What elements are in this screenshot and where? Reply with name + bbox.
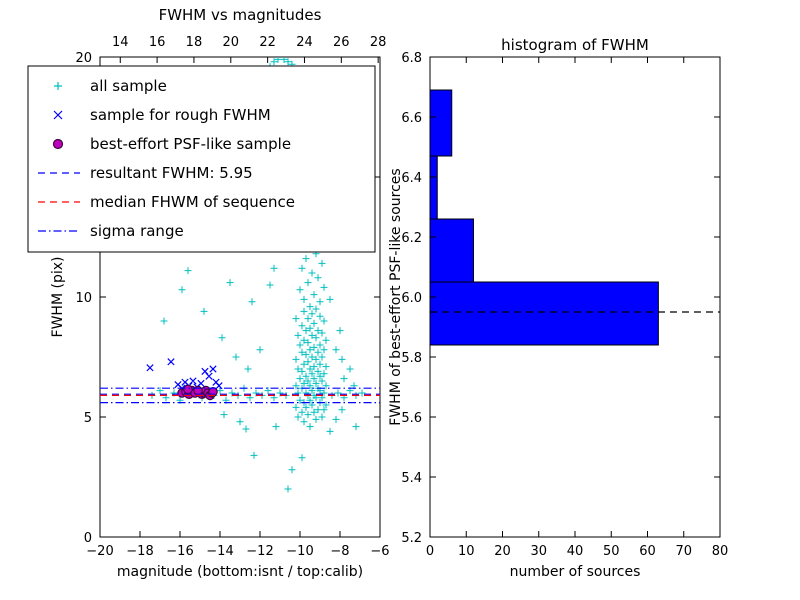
legend-label: best-effort PSF-like sample <box>90 135 291 153</box>
right-ytick-label: 5.8 <box>401 351 422 366</box>
right-xtick-label: 0 <box>426 544 434 559</box>
right-ytick-label: 6.6 <box>401 111 422 126</box>
legend-x-marker-icon <box>53 110 63 120</box>
left-yaxis-label: FWHM (pix) <box>50 257 66 338</box>
series-circle-markers <box>177 384 218 401</box>
right-ytick-label: 6.8 <box>401 51 422 66</box>
histogram-bar <box>430 218 474 283</box>
left-xaxis-label: magnitude (bottom:isnt / top:calib) <box>117 564 363 580</box>
right-xtick-label: 40 <box>567 544 584 559</box>
right-ytick-label: 6.4 <box>401 171 422 186</box>
right-ytick-label: 5.4 <box>401 471 422 486</box>
histogram-bar <box>430 155 438 220</box>
histogram-bar <box>430 281 659 346</box>
left-chart-title: FWHM vs magnitudes <box>159 6 322 24</box>
left-ytick-label: 5 <box>84 411 92 426</box>
right-xtick-label: 10 <box>458 544 475 559</box>
top-xtick-label: 26 <box>333 35 350 50</box>
left-xtick-label: −10 <box>286 544 313 559</box>
circle-marker-icon <box>183 384 193 395</box>
legend-label: all sample <box>90 77 167 95</box>
right-xtick-label: 30 <box>530 544 547 559</box>
top-xtick-label: 28 <box>370 35 387 50</box>
right-xaxis-label: number of sources <box>510 564 641 580</box>
left-ytick-label: 0 <box>84 531 92 546</box>
right-xtick-label: 20 <box>494 544 511 559</box>
legend-plus-marker-icon <box>54 82 62 90</box>
plots-layer: −20 −18 −16 −14 −12 −10 −8 −614 16 18 20 22 24 26 2805… <box>75 35 728 559</box>
legend-box <box>27 65 376 253</box>
left-xtick-label: −18 <box>126 544 153 559</box>
left-ytick-label: 20 <box>75 51 92 66</box>
left-ytick-label: 10 <box>75 291 92 306</box>
right-xtick-label: 50 <box>603 544 620 559</box>
right-ytick-label: 6.0 <box>401 291 422 306</box>
right-yaxis-label: FWHM of best-effort PSF-like sources <box>388 168 404 425</box>
left-xtick-label: −16 <box>166 544 193 559</box>
left-xtick-label: −20 <box>86 544 113 559</box>
top-xtick-label: 22 <box>259 35 276 50</box>
legend-label: median FHWM of sequence <box>90 193 295 211</box>
legend-label: sample for rough FWHM <box>90 106 271 124</box>
left-xtick-label: −14 <box>206 544 233 559</box>
legend-label: resultant FWHM: 5.95 <box>90 164 253 182</box>
right-xtick-label: 70 <box>675 544 692 559</box>
right-xtick-label: 80 <box>712 544 729 559</box>
top-xtick-label: 18 <box>186 35 203 50</box>
legend: all sample sample for rough FWHM best-effo… <box>27 65 376 253</box>
right-xtick-label: 60 <box>639 544 656 559</box>
histogram-bar <box>430 89 453 157</box>
left-xtick-label: −6 <box>370 544 389 559</box>
left-xtick-label: −8 <box>330 544 349 559</box>
right-ytick-label: 6.2 <box>401 231 422 246</box>
top-xtick-label: 20 <box>223 35 240 50</box>
top-xtick-label: 16 <box>149 35 166 50</box>
right-chart-title: histogram of FWHM <box>501 36 649 54</box>
legend-circle-marker-icon <box>52 138 64 150</box>
histogram-bars <box>430 89 659 346</box>
right-ytick-label: 5.2 <box>401 531 422 546</box>
top-xtick-label: 14 <box>112 35 129 50</box>
right-ytick-label: 5.6 <box>401 411 422 426</box>
left-xtick-label: −12 <box>246 544 273 559</box>
legend-label: sigma range <box>90 222 184 240</box>
top-xtick-label: 24 <box>296 35 313 50</box>
